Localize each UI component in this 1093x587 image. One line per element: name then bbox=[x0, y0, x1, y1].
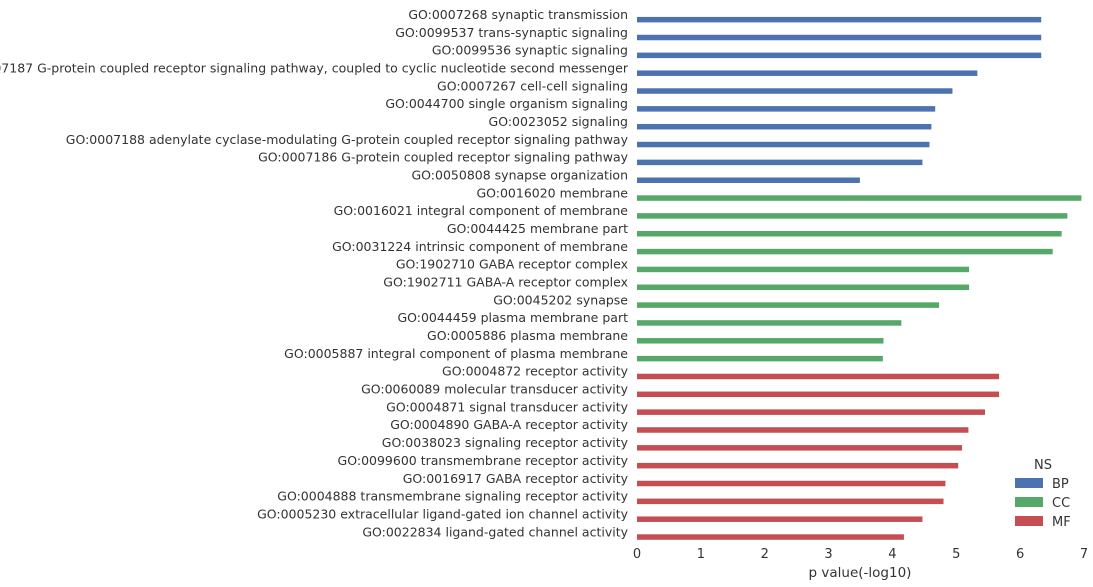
category-label: GO:0099536 synaptic signaling bbox=[432, 43, 628, 58]
bar-cc-17 bbox=[637, 302, 940, 308]
category-label: GO:0004888 transmembrane signaling recep… bbox=[277, 489, 628, 504]
legend-title: NS bbox=[1034, 458, 1052, 473]
legend-label-mf: MF bbox=[1052, 515, 1071, 530]
bar-bp-5 bbox=[637, 88, 953, 94]
category-label: GO:0005886 plasma membrane bbox=[427, 328, 628, 343]
category-label: GO:0038023 signaling receptor activity bbox=[382, 435, 629, 450]
x-tick-label: 5 bbox=[952, 547, 960, 562]
category-label: GO:0007267 cell-cell signaling bbox=[437, 78, 628, 93]
legend-label-cc: CC bbox=[1052, 496, 1070, 511]
bar-cc-12 bbox=[637, 213, 1068, 219]
category-label: GO:1902710 GABA receptor complex bbox=[396, 257, 628, 272]
category-label: GO:0044700 single organism signaling bbox=[385, 96, 628, 111]
x-axis-title: p value(-log10) bbox=[809, 565, 912, 581]
bar-bp-9 bbox=[637, 159, 923, 166]
category-label: GO:0016020 membrane bbox=[476, 185, 628, 200]
bar-cc-11 bbox=[637, 195, 1082, 201]
bar-mf-28 bbox=[637, 498, 944, 505]
category-label: GO:0004890 GABA-A receptor activity bbox=[390, 417, 628, 432]
bar-cc-14 bbox=[637, 248, 1053, 255]
legend: NS BP CC MF bbox=[1015, 458, 1071, 530]
category-label: GO:0099537 trans-synaptic signaling bbox=[395, 25, 628, 40]
bar-mf-23 bbox=[637, 409, 986, 415]
bar-bp-2 bbox=[637, 34, 1042, 41]
category-label: GO:0050808 synapse organization bbox=[412, 167, 629, 182]
x-tick-label: 4 bbox=[888, 547, 896, 562]
bar-mf-26 bbox=[637, 462, 959, 469]
category-label: GO:0016021 integral component of membran… bbox=[334, 203, 629, 218]
category-label: GO:0007188 adenylate cyclase-modulating … bbox=[66, 132, 629, 147]
category-label: GO:0004872 receptor activity bbox=[442, 364, 629, 379]
bar-mf-25 bbox=[637, 445, 963, 451]
bar-mf-21 bbox=[637, 373, 1000, 380]
bar-cc-20 bbox=[637, 355, 883, 362]
bars-layer bbox=[637, 16, 1082, 540]
category-label: GO:0007268 synaptic transmission bbox=[408, 7, 628, 22]
category-label: GO:0007187 G-protein coupled receptor si… bbox=[0, 60, 629, 75]
category-label: GO:0031224 intrinsic component of membra… bbox=[332, 239, 628, 254]
category-label: GO:1902711 GABA-A receptor complex bbox=[383, 275, 628, 290]
x-tick-label: 7 bbox=[1080, 547, 1088, 562]
legend-swatch-bp bbox=[1015, 478, 1043, 488]
x-axis-ticks: 0 1 2 3 4 5 6 7 bbox=[633, 547, 1088, 562]
category-label: GO:0016917 GABA receptor activity bbox=[403, 471, 629, 486]
category-label: GO:0004871 signal transducer activity bbox=[386, 399, 628, 414]
category-label: GO:0007186 G-protein coupled receptor si… bbox=[258, 150, 629, 165]
legend-swatch-cc bbox=[1015, 497, 1043, 507]
bar-bp-4 bbox=[637, 70, 978, 76]
bar-mf-24 bbox=[637, 427, 969, 433]
bar-bp-10 bbox=[637, 177, 860, 183]
x-tick-label: 3 bbox=[824, 547, 832, 562]
bar-cc-16 bbox=[637, 284, 970, 291]
bar-bp-6 bbox=[637, 106, 936, 112]
bar-cc-19 bbox=[637, 338, 884, 344]
bar-bp-8 bbox=[637, 141, 930, 148]
bar-mf-29 bbox=[637, 516, 923, 522]
bar-cc-15 bbox=[637, 266, 970, 273]
category-labels: GO:0007268 synaptic transmission GO:00995… bbox=[0, 7, 629, 539]
category-label: GO:0022834 ligand-gated channel activity bbox=[362, 524, 628, 539]
bar-mf-30 bbox=[637, 534, 904, 540]
bar-cc-18 bbox=[637, 320, 902, 326]
category-label: GO:0005230 extracellular ligand-gated io… bbox=[257, 506, 629, 521]
category-label: GO:0099600 transmembrane receptor activi… bbox=[338, 453, 629, 468]
x-tick-label: 0 bbox=[633, 547, 641, 562]
category-label: GO:0044425 membrane part bbox=[447, 221, 628, 236]
category-label: GO:0044459 plasma membrane part bbox=[397, 310, 628, 325]
bar-bp-3 bbox=[637, 52, 1042, 59]
x-tick-label: 2 bbox=[761, 547, 769, 562]
category-label: GO:0005887 integral component of plasma … bbox=[284, 346, 628, 361]
category-label: GO:0060089 molecular transducer activity bbox=[361, 382, 629, 397]
bar-cc-13 bbox=[637, 231, 1062, 237]
x-tick-label: 1 bbox=[697, 547, 705, 562]
bar-mf-27 bbox=[637, 480, 946, 487]
bar-mf-22 bbox=[637, 391, 1000, 398]
bar-bp-1 bbox=[637, 16, 1042, 23]
bar-bp-7 bbox=[637, 123, 932, 130]
legend-label-bp: BP bbox=[1052, 477, 1069, 492]
category-label: GO:0023052 signaling bbox=[489, 114, 628, 129]
legend-swatch-mf bbox=[1015, 516, 1043, 526]
legend-items: BP CC MF bbox=[1015, 477, 1071, 530]
x-tick-label: 6 bbox=[1016, 547, 1024, 562]
category-label: GO:0045202 synapse bbox=[493, 292, 628, 307]
